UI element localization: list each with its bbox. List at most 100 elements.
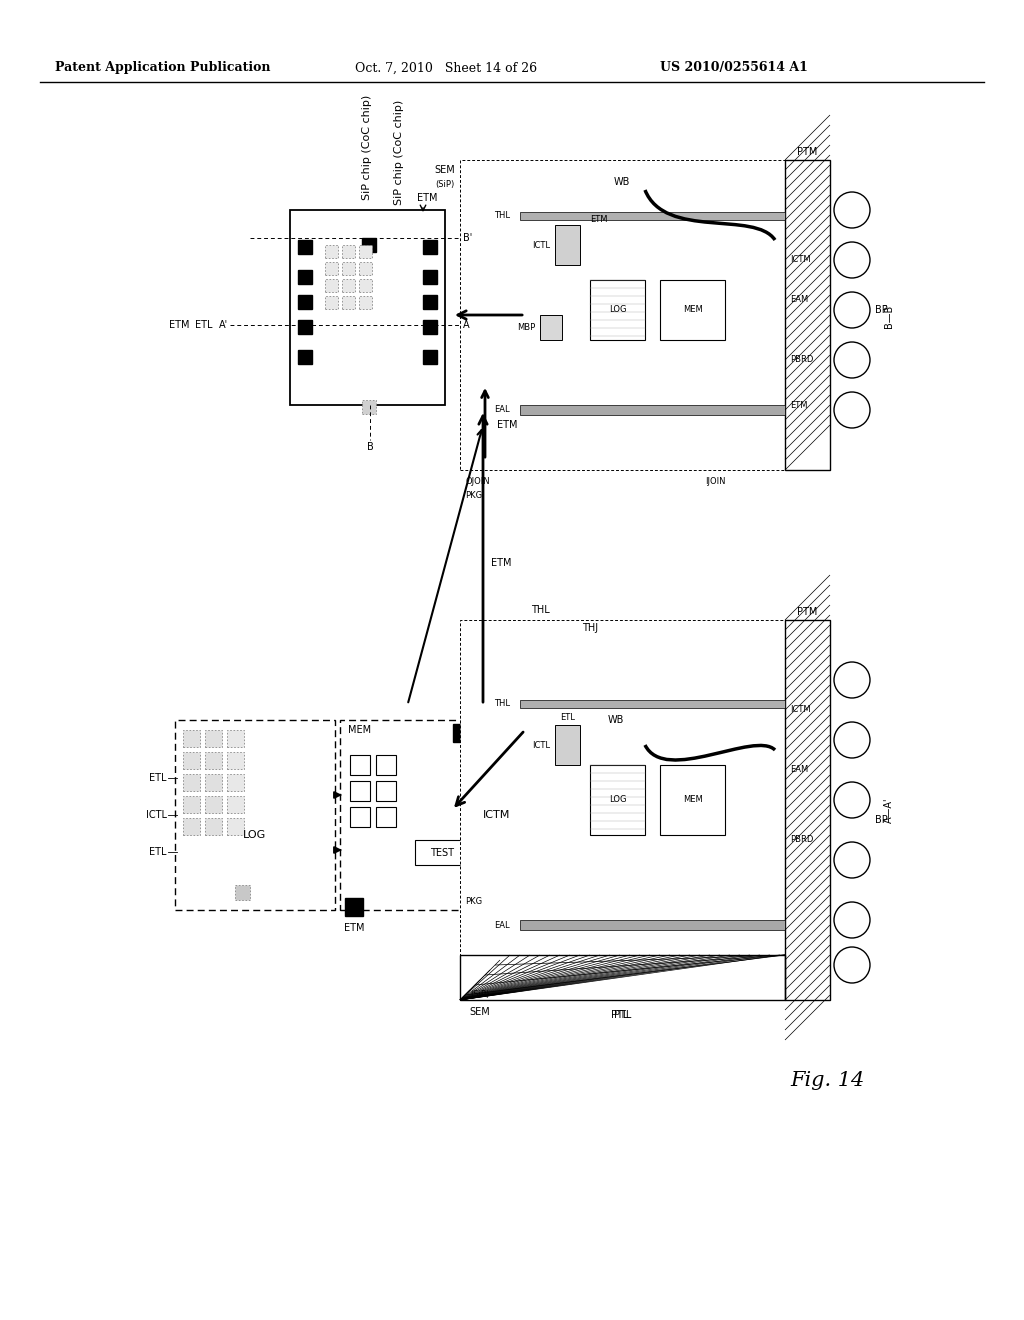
Text: PTL: PTL: [613, 1010, 631, 1020]
Text: EAM: EAM: [790, 296, 808, 305]
Bar: [362, 238, 376, 252]
Text: PKG: PKG: [465, 898, 482, 907]
Circle shape: [834, 342, 870, 378]
Text: ICTM: ICTM: [790, 256, 811, 264]
Text: ICTL: ICTL: [146, 810, 167, 820]
Bar: [325, 246, 338, 257]
Circle shape: [834, 842, 870, 878]
Circle shape: [834, 781, 870, 818]
Bar: [298, 294, 312, 309]
Bar: [350, 807, 370, 828]
Bar: [183, 818, 200, 836]
Bar: [423, 271, 437, 284]
Bar: [340, 719, 475, 909]
Text: ETM: ETM: [170, 319, 190, 330]
Text: EAL: EAL: [495, 920, 510, 929]
Bar: [342, 246, 355, 257]
Bar: [325, 261, 338, 275]
Bar: [555, 725, 580, 766]
Bar: [227, 730, 244, 747]
Bar: [415, 840, 470, 865]
Text: ETM: ETM: [590, 215, 607, 224]
Bar: [342, 296, 355, 309]
Text: B: B: [367, 442, 374, 451]
Bar: [785, 160, 830, 470]
Text: LOG: LOG: [608, 796, 627, 804]
Bar: [520, 405, 785, 414]
Bar: [555, 224, 580, 265]
Bar: [325, 279, 338, 292]
Text: ETL: ETL: [150, 847, 167, 857]
Circle shape: [834, 292, 870, 327]
Text: THJ: THJ: [582, 623, 598, 634]
Bar: [423, 294, 437, 309]
Text: MEM: MEM: [348, 725, 371, 735]
Text: THL: THL: [530, 605, 549, 615]
Text: ETL: ETL: [195, 319, 212, 330]
Bar: [540, 315, 562, 341]
Bar: [359, 261, 372, 275]
Text: A—A': A—A': [884, 797, 894, 822]
Bar: [205, 752, 222, 770]
Text: BP: BP: [874, 305, 888, 315]
Text: EAM: EAM: [790, 766, 808, 775]
Bar: [350, 781, 370, 801]
Text: TEST: TEST: [430, 847, 455, 858]
Text: ICTL: ICTL: [532, 240, 550, 249]
Bar: [359, 279, 372, 292]
Bar: [785, 620, 830, 1001]
Bar: [205, 796, 222, 813]
Text: ETL: ETL: [150, 774, 167, 783]
Text: Patent Application Publication: Patent Application Publication: [55, 62, 270, 74]
Text: B—B': B—B': [884, 302, 894, 327]
Bar: [362, 400, 376, 414]
Bar: [520, 920, 785, 931]
Circle shape: [834, 902, 870, 939]
Bar: [520, 213, 785, 220]
Text: ICTL: ICTL: [532, 741, 550, 750]
Bar: [298, 319, 312, 334]
Text: OJOIN: OJOIN: [465, 478, 489, 487]
Text: SiP chip (CoC chip): SiP chip (CoC chip): [362, 95, 373, 201]
Bar: [205, 730, 222, 747]
Circle shape: [834, 663, 870, 698]
Text: MEM: MEM: [683, 305, 702, 314]
Bar: [290, 210, 445, 405]
Bar: [520, 700, 785, 708]
Text: ETL: ETL: [560, 713, 574, 722]
Text: WB: WB: [608, 715, 625, 725]
Text: (SiP): (SiP): [436, 181, 455, 190]
Text: ETM: ETM: [497, 420, 517, 430]
Circle shape: [834, 722, 870, 758]
Text: ETM: ETM: [344, 923, 365, 933]
Bar: [227, 752, 244, 770]
Bar: [325, 296, 338, 309]
Text: ICTM: ICTM: [790, 705, 811, 714]
Text: SiP chip (CoC chip): SiP chip (CoC chip): [393, 100, 403, 205]
Text: SEM: SEM: [434, 165, 455, 176]
Bar: [453, 723, 471, 742]
Text: ICTM: ICTM: [483, 810, 510, 820]
Text: B': B': [463, 234, 472, 243]
Bar: [205, 774, 222, 791]
Bar: [660, 280, 725, 341]
Text: Fig. 14: Fig. 14: [790, 1071, 864, 1089]
Text: US 2010/0255614 A1: US 2010/0255614 A1: [660, 62, 808, 74]
Bar: [175, 719, 335, 909]
Bar: [205, 818, 222, 836]
Circle shape: [834, 191, 870, 228]
Text: ETM: ETM: [417, 193, 437, 203]
Bar: [460, 620, 830, 1001]
Bar: [590, 280, 645, 341]
Text: PKG: PKG: [465, 491, 482, 499]
Bar: [342, 261, 355, 275]
Text: PTM: PTM: [798, 607, 818, 616]
Text: PTM: PTM: [798, 147, 818, 157]
Bar: [227, 774, 244, 791]
Text: MEM: MEM: [683, 796, 702, 804]
Text: ETM: ETM: [790, 400, 808, 409]
Bar: [298, 271, 312, 284]
Bar: [234, 884, 250, 900]
Text: BP: BP: [874, 814, 888, 825]
Bar: [298, 350, 312, 364]
